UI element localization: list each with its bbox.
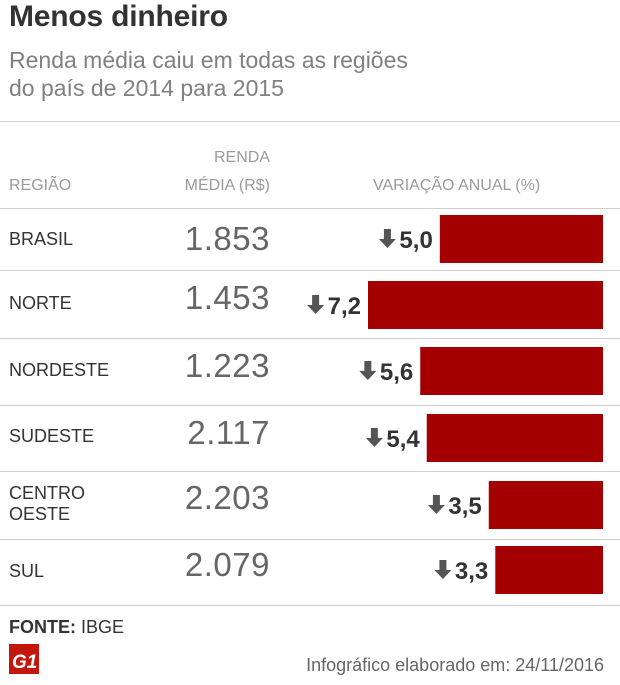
- bar-sul: [495, 546, 603, 594]
- divider-row-3: [0, 405, 620, 406]
- g1-logo-text: G1: [12, 652, 37, 673]
- divider-bottom: [0, 605, 620, 606]
- row-renda-nordeste: 1.223: [184, 347, 270, 384]
- subtitle-line-2: do país de 2014 para 2015: [9, 75, 284, 101]
- divider-row-1: [0, 270, 620, 271]
- column-header-renda: RENDA MÉDIA (R$): [185, 148, 270, 196]
- subtitle-line-1: Renda média caiu em todas as regiões: [9, 47, 408, 73]
- divider-header: [0, 208, 620, 209]
- down-arrow-icon-sudeste: [365, 428, 383, 447]
- credit-note: Infográfico elaborado em: 24/11/2016: [306, 655, 604, 675]
- row-renda-centro-oeste: 2.203: [184, 479, 270, 516]
- row-region-sul: SUL: [9, 561, 45, 581]
- row-region-centro-oeste-line-2: OESTE: [9, 504, 71, 524]
- chart-title: Menos dinheiro: [9, 0, 228, 33]
- value-label-sudeste: 5,4: [386, 426, 420, 453]
- down-arrow-icon-sul: [434, 560, 452, 579]
- row-renda-brasil: 1.853: [184, 220, 270, 257]
- chart-subtitle: Renda média caiu em todas as regiões do …: [9, 46, 569, 102]
- bar-centro-oeste: [488, 481, 603, 529]
- row-region-centro-oeste: CENTRO OESTE: [9, 483, 85, 525]
- row-region-brasil: BRASIL: [9, 229, 74, 249]
- value-label-nordeste: 5,6: [380, 359, 413, 386]
- column-header-renda-line-1: RENDA: [213, 149, 270, 166]
- column-header-region: REGIÃO: [9, 177, 72, 194]
- row-region-nordeste: NORDESTE: [9, 360, 110, 380]
- column-header-renda-line-2: MÉDIA (R$): [184, 177, 270, 194]
- row-renda-sudeste: 2.117: [187, 414, 270, 451]
- g1-logo: G1: [9, 644, 39, 674]
- divider-top: [0, 121, 620, 122]
- row-renda-norte: 1.453: [184, 279, 270, 316]
- down-arrow-icon-nordeste: [359, 361, 377, 380]
- value-label-sul: 3,3: [455, 558, 488, 585]
- divider-row-2: [0, 338, 620, 339]
- bar-nordeste: [420, 347, 603, 395]
- source-value: IBGE: [81, 617, 125, 637]
- down-arrow-icon-centro-oeste: [427, 495, 445, 514]
- bar-norte: [368, 281, 603, 329]
- source-note: FONTE: IBGE: [9, 617, 124, 638]
- divider-row-5: [0, 539, 620, 540]
- row-renda-sul: 2.079: [184, 546, 270, 583]
- bar-sudeste: [426, 414, 603, 462]
- value-label-norte: 7,2: [328, 293, 361, 320]
- column-header-variacao: VARIAÇÃO ANUAL (%): [373, 177, 541, 194]
- down-arrow-icon-brasil: [378, 229, 396, 248]
- down-arrow-icon-norte: [307, 295, 325, 314]
- bar-brasil: [439, 215, 603, 263]
- row-region-norte: NORTE: [9, 293, 72, 313]
- source-label: FONTE:: [9, 617, 76, 637]
- row-region-centro-oeste-line-1: CENTRO: [9, 483, 85, 503]
- row-region-sudeste: SUDESTE: [9, 426, 95, 446]
- value-label-brasil: 5,0: [399, 227, 432, 254]
- divider-row-4: [0, 471, 620, 472]
- value-label-centro-oeste: 3,5: [448, 493, 481, 520]
